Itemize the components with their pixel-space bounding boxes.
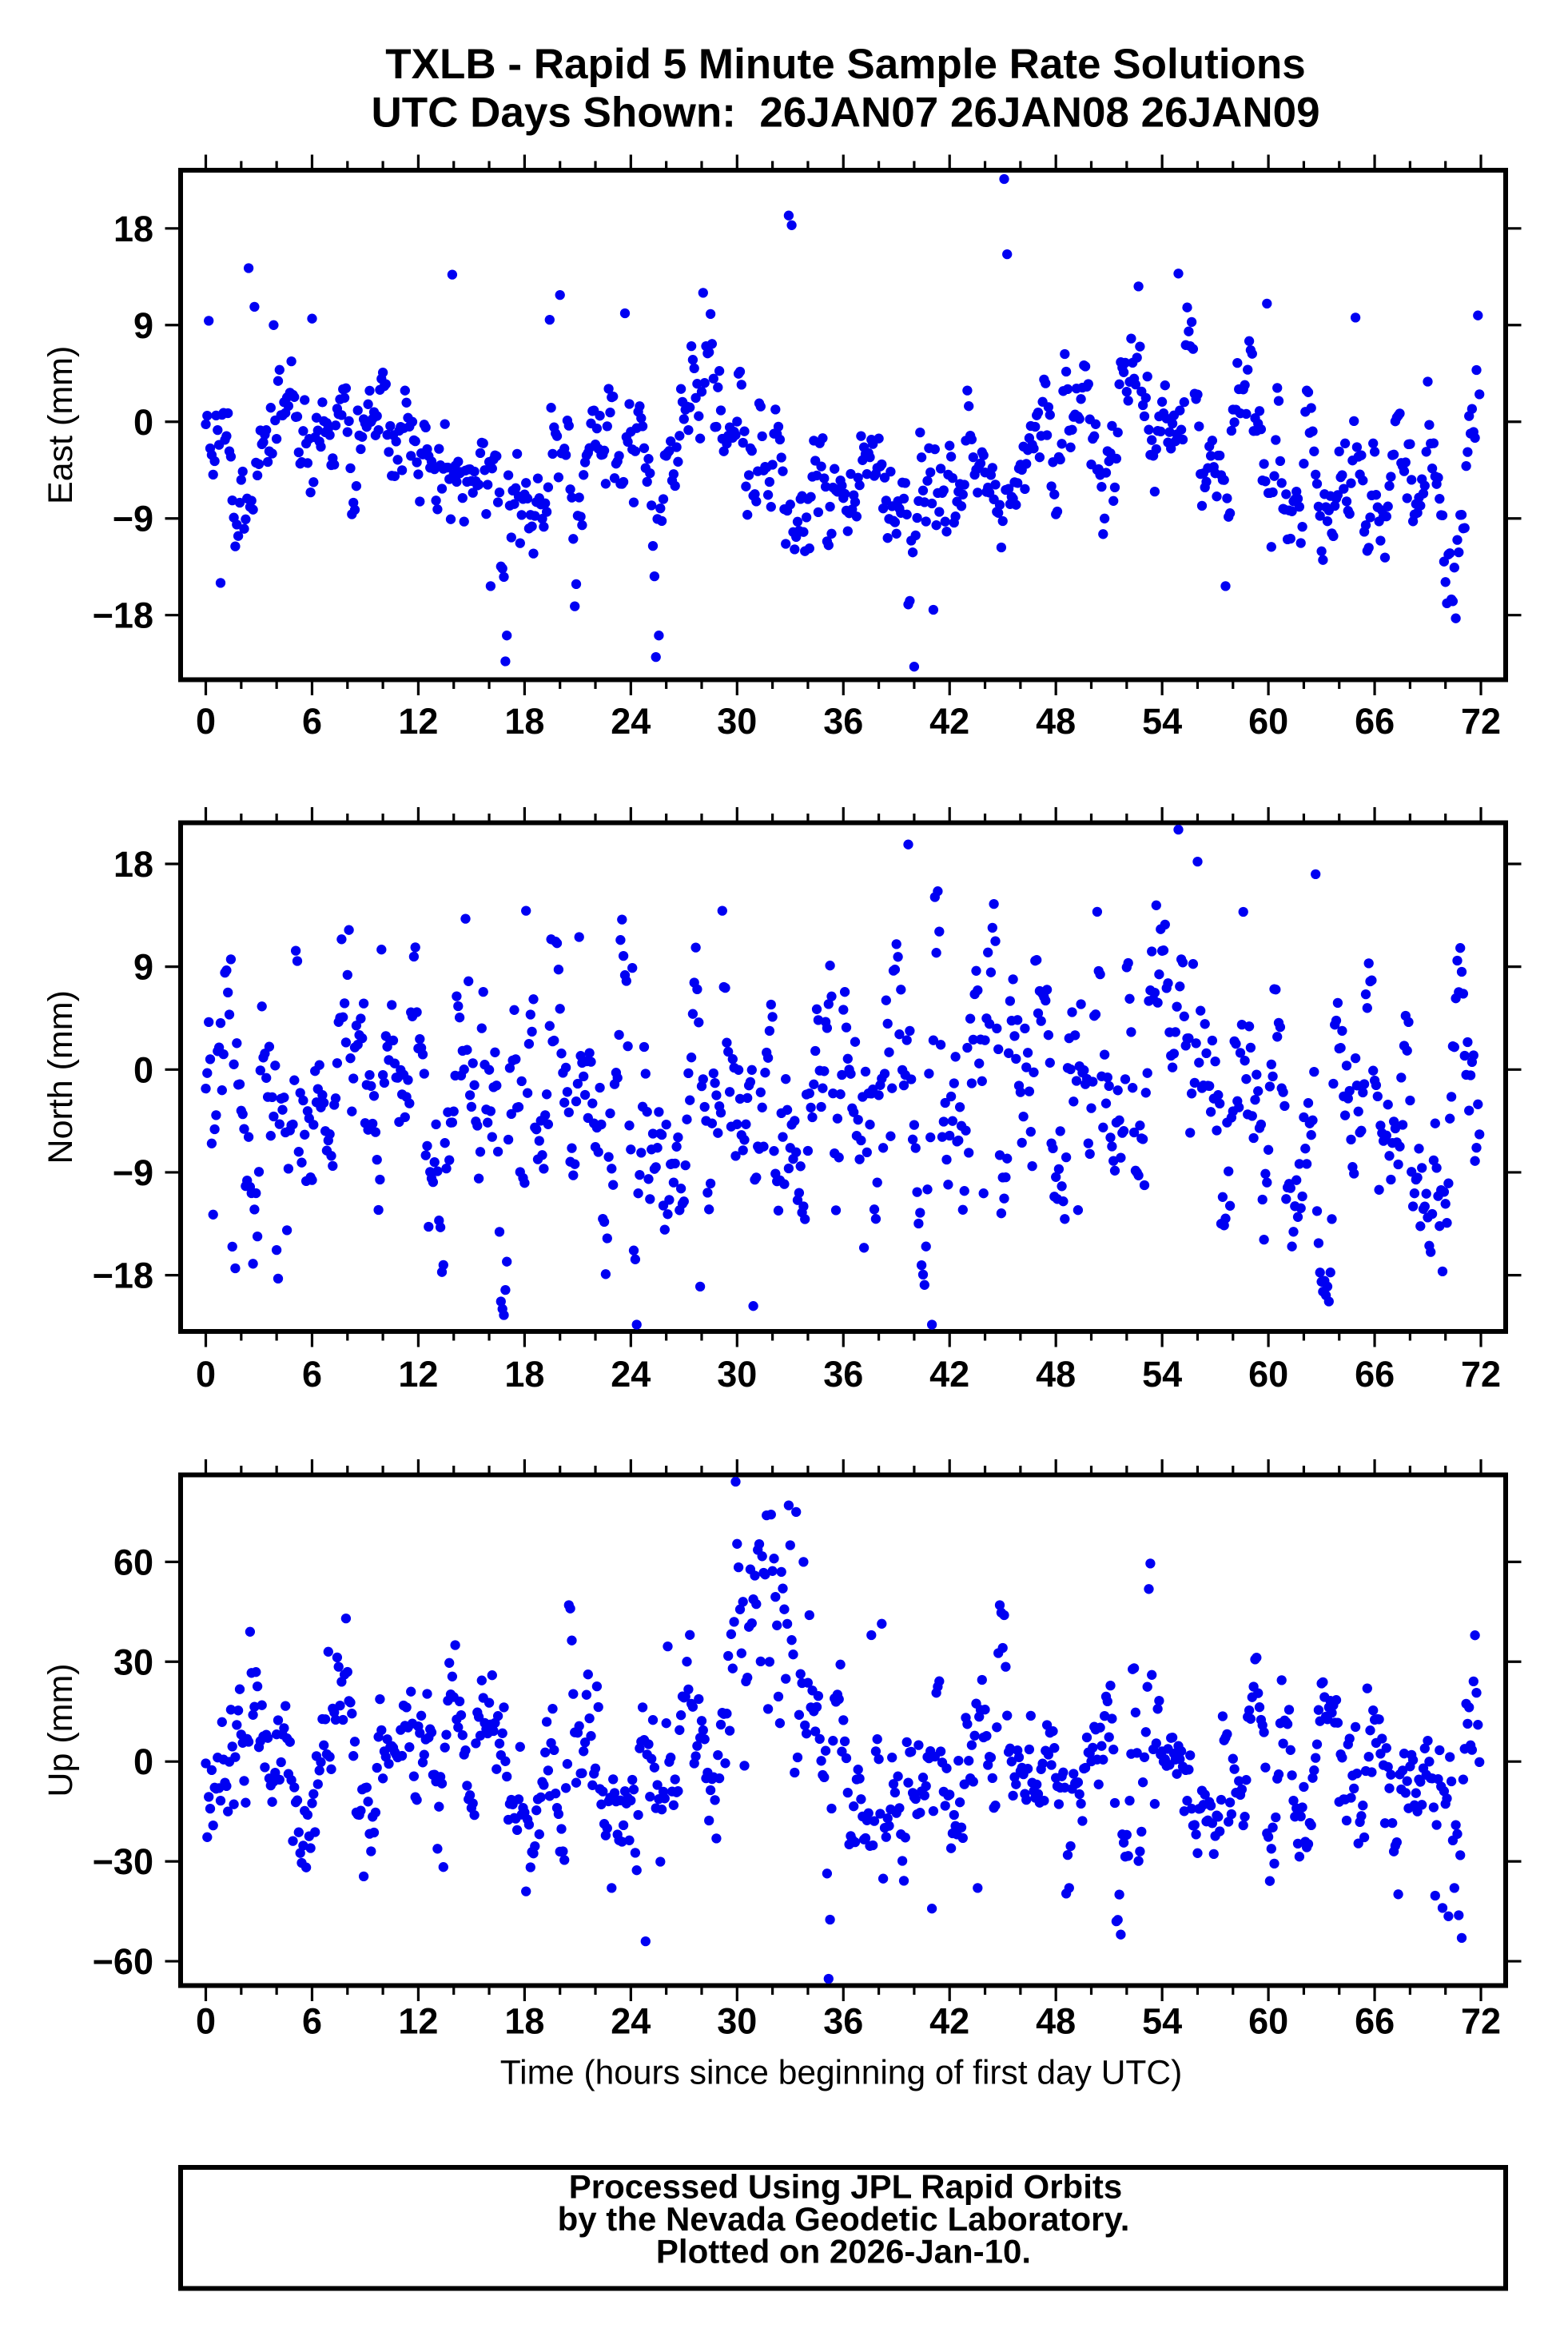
svg-text:−18: −18 xyxy=(93,1256,153,1296)
svg-text:24: 24 xyxy=(611,701,651,742)
svg-text:0: 0 xyxy=(196,2001,216,2042)
svg-text:60: 60 xyxy=(1248,1354,1288,1395)
svg-text:42: 42 xyxy=(929,1354,969,1395)
svg-text:54: 54 xyxy=(1142,2001,1182,2042)
svg-text:30: 30 xyxy=(717,1354,757,1395)
svg-text:66: 66 xyxy=(1355,2001,1395,2042)
svg-text:0: 0 xyxy=(196,701,216,742)
svg-text:−9: −9 xyxy=(113,499,153,539)
svg-text:6: 6 xyxy=(302,701,322,742)
svg-text:60: 60 xyxy=(1248,2001,1288,2042)
svg-text:0: 0 xyxy=(133,1741,153,1782)
svg-text:−60: −60 xyxy=(93,1941,153,1982)
svg-text:54: 54 xyxy=(1142,701,1182,742)
svg-text:72: 72 xyxy=(1461,1354,1501,1395)
svg-text:24: 24 xyxy=(611,1354,651,1395)
svg-text:Time (hours since beginning of: Time (hours since beginning of first day… xyxy=(500,2055,1182,2092)
svg-text:Processed Using JPL Rapid Orbi: Processed Using JPL Rapid Orbits xyxy=(569,2168,1122,2206)
svg-text:60: 60 xyxy=(1248,701,1288,742)
svg-text:UTC Days Shown: 26JAN07 26JAN: UTC Days Shown: 26JAN07 26JAN08 26JAN09 xyxy=(371,90,1319,137)
svg-text:18: 18 xyxy=(504,1354,544,1395)
svg-text:TXLB - Rapid 5 Minute Sample R: TXLB - Rapid 5 Minute Sample Rate Soluti… xyxy=(385,41,1305,88)
svg-text:48: 48 xyxy=(1036,1354,1076,1395)
svg-text:54: 54 xyxy=(1142,1354,1182,1395)
svg-text:0: 0 xyxy=(196,1354,216,1395)
svg-text:48: 48 xyxy=(1036,2001,1076,2042)
svg-text:−30: −30 xyxy=(93,1841,153,1882)
svg-text:24: 24 xyxy=(611,2001,651,2042)
svg-text:42: 42 xyxy=(929,2001,969,2042)
svg-text:Plotted on 2026-Jan-10.: Plotted on 2026-Jan-10. xyxy=(656,2233,1031,2270)
svg-text:6: 6 xyxy=(302,1354,322,1395)
svg-text:30: 30 xyxy=(717,701,757,742)
svg-text:−9: −9 xyxy=(113,1152,153,1193)
svg-text:12: 12 xyxy=(398,1354,438,1395)
svg-text:66: 66 xyxy=(1355,701,1395,742)
svg-text:72: 72 xyxy=(1461,701,1501,742)
svg-text:12: 12 xyxy=(398,2001,438,2042)
svg-text:−18: −18 xyxy=(93,595,153,636)
svg-text:60: 60 xyxy=(113,1542,153,1582)
svg-text:12: 12 xyxy=(398,701,438,742)
svg-text:30: 30 xyxy=(113,1642,153,1682)
svg-text:18: 18 xyxy=(504,2001,544,2042)
svg-text:18: 18 xyxy=(113,844,153,885)
svg-text:42: 42 xyxy=(929,701,969,742)
svg-text:0: 0 xyxy=(133,1049,153,1090)
svg-text:66: 66 xyxy=(1355,1354,1395,1395)
svg-text:18: 18 xyxy=(113,209,153,249)
svg-text:9: 9 xyxy=(133,305,153,346)
svg-text:36: 36 xyxy=(823,701,863,742)
svg-text:North (mm): North (mm) xyxy=(42,990,80,1164)
svg-text:36: 36 xyxy=(823,1354,863,1395)
svg-text:0: 0 xyxy=(133,402,153,443)
svg-text:72: 72 xyxy=(1461,2001,1501,2042)
svg-text:Up (mm): Up (mm) xyxy=(42,1663,80,1797)
svg-text:30: 30 xyxy=(717,2001,757,2042)
svg-text:6: 6 xyxy=(302,2001,322,2042)
svg-text:East (mm): East (mm) xyxy=(42,346,80,504)
svg-text:by the Nevada Geodetic Laborat: by the Nevada Geodetic Laboratory. xyxy=(558,2200,1130,2238)
svg-text:9: 9 xyxy=(133,947,153,988)
svg-text:48: 48 xyxy=(1036,701,1076,742)
svg-text:36: 36 xyxy=(823,2001,863,2042)
svg-text:18: 18 xyxy=(504,701,544,742)
